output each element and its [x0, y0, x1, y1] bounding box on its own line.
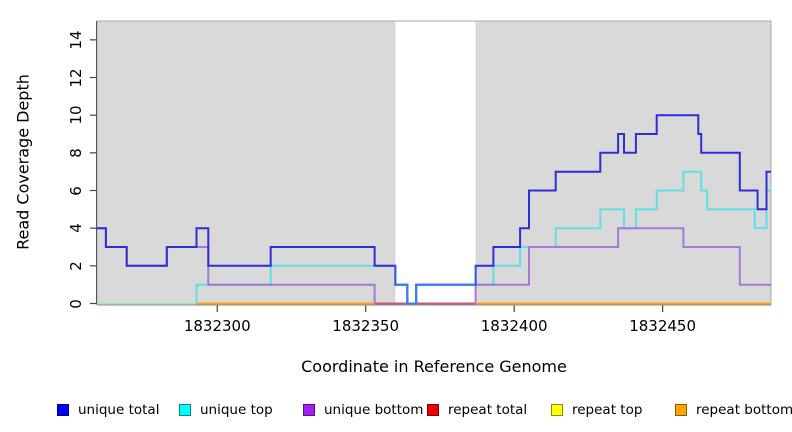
y-tick-label: 6	[67, 185, 85, 196]
legend-item: repeat total	[427, 401, 527, 419]
x-tick-label: 1832400	[480, 317, 548, 335]
legend: unique total unique top unique bottom repea…	[0, 399, 792, 421]
y-axis-title: Read Coverage Depth	[13, 74, 33, 250]
legend-item: repeat bottom	[675, 401, 792, 419]
legend-label: repeat top	[572, 402, 643, 418]
legend-swatch-icon	[675, 404, 687, 416]
y-tick-label: 14	[67, 30, 85, 50]
y-tick-label: 12	[67, 67, 85, 88]
legend-item: unique bottom	[303, 401, 423, 419]
legend-item: unique top	[179, 401, 273, 419]
legend-label: unique total	[78, 402, 160, 418]
legend-swatch-icon	[303, 404, 315, 416]
y-tick-label: 0	[67, 298, 85, 309]
legend-item: unique total	[57, 401, 159, 419]
y-tick-label: 8	[67, 148, 85, 158]
x-tick-label: 1832300	[183, 317, 251, 335]
series-unique-total	[97, 114, 771, 305]
legend-swatch-icon	[551, 404, 563, 416]
legend-swatch-icon	[427, 404, 439, 416]
legend-swatch-icon	[179, 404, 191, 416]
legend-label: repeat total	[448, 402, 528, 418]
legend-label: repeat bottom	[696, 402, 792, 418]
x-tick-label: 1832350	[332, 317, 400, 335]
legend-label: unique bottom	[324, 402, 424, 418]
y-tick-label: 2	[67, 261, 85, 271]
y-tick-label: 4	[67, 223, 85, 233]
x-tick-label: 1832450	[629, 317, 697, 335]
coverage-gap-band	[395, 21, 476, 305]
x-axis-title: Coordinate in Reference Genome	[301, 357, 567, 376]
legend-item: repeat top	[551, 401, 642, 419]
y-tick-label: 10	[67, 105, 85, 125]
legend-swatch-icon	[57, 404, 69, 416]
legend-label: unique top	[200, 402, 273, 418]
